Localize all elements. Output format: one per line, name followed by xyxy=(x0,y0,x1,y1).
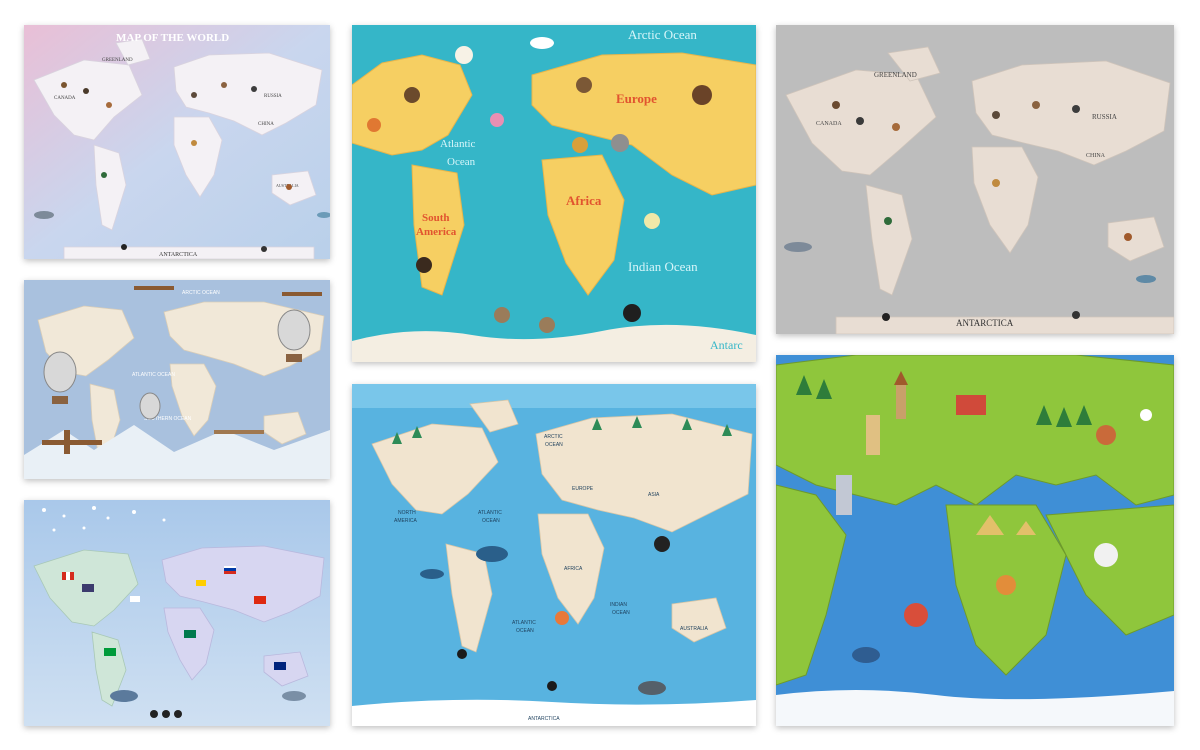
arctic-ocean-label: ARCTIC OCEAN xyxy=(182,290,220,296)
africa-label: AFRICA xyxy=(564,566,583,572)
antarctica-label: ANTARCTICA xyxy=(956,318,1014,328)
blue-world-map-tile: ARCTIC OCEAN ATLANTIC OCEAN NORTH AMERIC… xyxy=(352,384,756,726)
flags-world-map-image xyxy=(24,500,330,726)
europe-label: Europe xyxy=(616,91,657,106)
landmark-icons xyxy=(836,371,1152,663)
animal-icons xyxy=(34,82,330,252)
europe-label: EUROPE xyxy=(572,486,594,492)
atlantic-ocean-label: ATLANTIC OCEAN xyxy=(132,372,175,378)
antarctica-label: ANTARCTICA xyxy=(528,716,560,722)
turquoise-world-map-tile: Arctic Ocean Atlantic Ocean Europe Afric… xyxy=(352,25,756,362)
atlantic-ocean-label-line2: Ocean xyxy=(447,156,476,168)
gray-world-map-tile: GREENLAND CANADA RUSSIA CHINA ANTARCTICA xyxy=(776,25,1174,334)
flags-world-map-tile xyxy=(24,500,330,726)
arctic-ocean-label-line2: OCEAN xyxy=(545,442,563,448)
africa-label: Africa xyxy=(566,193,602,208)
south-atlantic-label-line2: OCEAN xyxy=(516,628,534,634)
tree-icons xyxy=(796,375,1092,427)
canada-label: CANADA xyxy=(816,121,842,127)
greenland-label: GREENLAND xyxy=(102,58,133,63)
indian-ocean-label: Indian Ocean xyxy=(628,259,698,274)
north-america-label-line2: AMERICA xyxy=(394,518,417,524)
continents xyxy=(776,355,1174,686)
russia-label: RUSSIA xyxy=(1092,113,1117,121)
pastel-world-map-image: MAP OF THE WORLD GREENLAND CANADA RUSSIA… xyxy=(24,25,330,259)
gray-world-map-image: GREENLAND CANADA RUSSIA CHINA ANTARCTICA xyxy=(776,25,1174,334)
russia-label: RUSSIA xyxy=(264,94,282,99)
asia-label: ASIA xyxy=(648,492,660,498)
flag-icons xyxy=(62,566,286,670)
north-america-label-line1: NORTH xyxy=(398,510,416,516)
turquoise-world-map-image: Arctic Ocean Atlantic Ocean Europe Afric… xyxy=(352,25,756,362)
atlantic-ocean-label-line1: Atlantic xyxy=(440,138,476,150)
arctic-ocean-label-line1: ARCTIC xyxy=(544,434,563,440)
star-icons xyxy=(42,506,166,532)
indian-ocean-label-line2: OCEAN xyxy=(612,610,630,616)
south-atlantic-label-line1: ATLANTIC xyxy=(512,620,536,626)
antarctica-label: ANTARCTICA xyxy=(159,252,198,258)
atlantic-ocean-label-line1: ATLANTIC xyxy=(478,510,502,516)
south-america-label-line2: America xyxy=(416,226,457,238)
blue-world-map-image: ARCTIC OCEAN ATLANTIC OCEAN NORTH AMERIC… xyxy=(352,384,756,726)
cartoon-landmarks-map-image xyxy=(776,355,1174,726)
southern-ocean-label: SOUTHERN OCEAN xyxy=(144,416,192,422)
continents xyxy=(33,38,323,259)
greenland-label: GREENLAND xyxy=(874,71,917,79)
arctic-ocean-label: Arctic Ocean xyxy=(628,27,697,42)
indian-ocean-label-line1: INDIAN xyxy=(610,602,627,608)
balloon-world-map-tile: ARCTIC OCEAN ATLANTIC OCEAN SOUTHERN OCE… xyxy=(24,280,330,479)
pastel-world-map-tile: MAP OF THE WORLD GREENLAND CANADA RUSSIA… xyxy=(24,25,330,259)
balloon-world-map-image: ARCTIC OCEAN ATLANTIC OCEAN SOUTHERN OCE… xyxy=(24,280,330,479)
animal-icons xyxy=(420,536,670,695)
animal-icons xyxy=(110,690,306,718)
south-america-label-line1: South xyxy=(422,212,450,224)
animal-icons xyxy=(784,101,1156,321)
animal-icons xyxy=(367,37,712,333)
map-title: MAP OF THE WORLD xyxy=(116,32,229,44)
tree-icons xyxy=(392,416,732,444)
china-label: CHINA xyxy=(258,122,274,127)
cartoon-landmarks-map-tile xyxy=(776,355,1174,726)
atlantic-ocean-label-line2: OCEAN xyxy=(482,518,500,524)
china-label: CHINA xyxy=(1086,153,1106,159)
continents-east xyxy=(161,545,325,687)
continents xyxy=(371,399,753,653)
antarctica-partial-label: Antarc xyxy=(710,338,743,352)
airplane-icons xyxy=(42,286,322,454)
australia-label: AUSTRALIA xyxy=(680,626,708,632)
canada-label: CANADA xyxy=(54,96,76,101)
balloon-icons xyxy=(43,309,311,420)
